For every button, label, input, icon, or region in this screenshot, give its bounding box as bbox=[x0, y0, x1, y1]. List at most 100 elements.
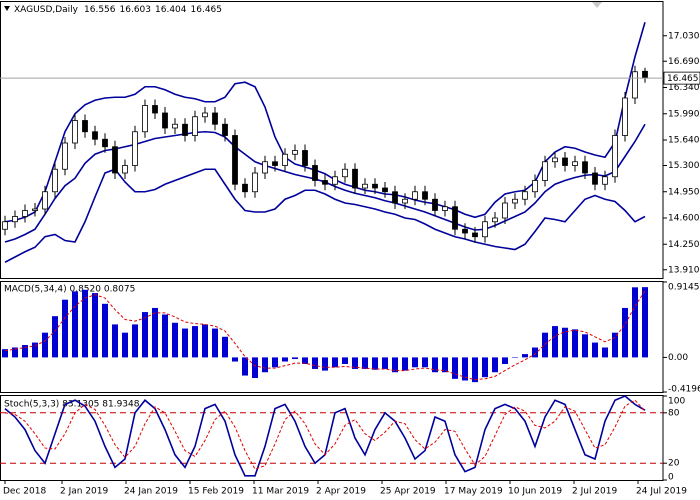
candle-body bbox=[22, 210, 28, 217]
x-tick-label: 10 Jun 2019 bbox=[508, 487, 562, 497]
candle-body bbox=[142, 105, 148, 133]
candle-body bbox=[412, 191, 418, 200]
x-tick-label: 2 Jul 2019 bbox=[572, 487, 617, 497]
macd-bar bbox=[392, 357, 398, 373]
candle-body bbox=[162, 112, 168, 129]
symbol-title: XAGUSD,Daily bbox=[14, 5, 79, 15]
macd-bar bbox=[512, 357, 518, 358]
macd-bar bbox=[182, 328, 188, 358]
macd-bar bbox=[142, 312, 148, 358]
macd-bar bbox=[62, 299, 68, 358]
macd-bar bbox=[22, 345, 28, 358]
x-tick-label: 25 Apr 2019 bbox=[380, 487, 436, 497]
candle-body bbox=[612, 135, 618, 178]
candle-body bbox=[422, 191, 428, 200]
candle-body bbox=[192, 116, 198, 136]
macd-bar bbox=[92, 293, 98, 358]
macd-bar bbox=[642, 287, 648, 358]
y-tick-label: 100 bbox=[668, 397, 685, 407]
candle-body bbox=[232, 135, 238, 185]
macd-bar bbox=[492, 357, 498, 373]
macd-bar bbox=[152, 307, 158, 358]
y-tick-label: 16.340 bbox=[668, 83, 700, 93]
macd-bar bbox=[422, 357, 428, 368]
macd-signal-line bbox=[4, 290, 646, 381]
price-header: XAGUSD,Daily 16.556 16.603 16.404 16.465 bbox=[14, 5, 222, 15]
macd-bar bbox=[252, 357, 258, 379]
macd-bar bbox=[102, 303, 108, 358]
y-tick-label: 0.9145 bbox=[668, 283, 700, 293]
macd-bar bbox=[162, 314, 168, 358]
macd-bar bbox=[42, 332, 48, 358]
candle-body bbox=[222, 123, 228, 136]
candle-body bbox=[482, 221, 488, 238]
macd-bar bbox=[262, 357, 268, 373]
macd-bar bbox=[342, 357, 348, 364]
candle-body bbox=[642, 70, 648, 79]
macd-bar bbox=[402, 357, 408, 371]
macd-bar bbox=[562, 327, 568, 358]
macd-bar bbox=[542, 332, 548, 358]
macd-bar bbox=[522, 354, 528, 358]
stoch-line bbox=[4, 399, 646, 470]
x-tick-label: 2 Apr 2019 bbox=[316, 487, 366, 497]
x-tick-label: 11 Mar 2019 bbox=[252, 487, 309, 497]
macd-bar bbox=[502, 357, 508, 364]
y-tick-label: 14.250 bbox=[668, 240, 700, 250]
macd-bar bbox=[322, 357, 328, 371]
candle-body bbox=[82, 120, 88, 133]
macd-bar bbox=[222, 336, 228, 358]
stoch-title: Stoch(5,3,3) 83.1305 81.9348 bbox=[4, 400, 140, 410]
candle-body bbox=[452, 206, 458, 230]
candle-body bbox=[72, 120, 78, 144]
x-tick-label: 15 Feb 2019 bbox=[188, 487, 244, 497]
candle-body bbox=[562, 157, 568, 166]
candle-body bbox=[292, 150, 298, 155]
header-low: 16.404 bbox=[155, 5, 187, 15]
macd-bar bbox=[302, 357, 308, 364]
candle-body bbox=[432, 198, 438, 211]
macd-bar bbox=[82, 289, 88, 358]
candle-body bbox=[112, 146, 118, 174]
macd-bar bbox=[2, 349, 8, 358]
candle-body bbox=[152, 105, 158, 114]
macd-title: MACD(5,34,4) 0.8520 0.8075 bbox=[4, 285, 135, 295]
macd-bar bbox=[552, 326, 558, 358]
candle-body bbox=[272, 161, 278, 166]
candle-body bbox=[182, 123, 188, 136]
macd-bar bbox=[452, 357, 458, 379]
macd-bar bbox=[112, 324, 118, 358]
header-close: 16.465 bbox=[191, 5, 223, 15]
macd-bar bbox=[232, 357, 238, 362]
candle-body bbox=[372, 183, 378, 189]
macd-bar bbox=[572, 329, 578, 358]
candle-body bbox=[632, 71, 638, 99]
header-open: 16.556 bbox=[84, 5, 116, 15]
y-tick-label: 80 bbox=[668, 408, 680, 418]
candle-body bbox=[2, 221, 8, 230]
candle-body bbox=[572, 161, 578, 166]
macd-bar bbox=[352, 357, 358, 369]
macd-bar bbox=[282, 357, 288, 362]
candle-body bbox=[602, 176, 608, 185]
candle-body bbox=[492, 217, 498, 223]
header-high: 16.603 bbox=[120, 5, 152, 15]
candle-body bbox=[332, 176, 338, 185]
macd-bar bbox=[432, 357, 438, 373]
x-tick-label: 24 Jan 2019 bbox=[124, 487, 178, 497]
y-tick-label: 20 bbox=[668, 459, 680, 469]
candle-body bbox=[302, 150, 308, 166]
stoch-panel-frame bbox=[0, 395, 664, 481]
symbol-icon bbox=[4, 6, 10, 11]
macd-bar bbox=[362, 357, 368, 369]
y-tick-label: 17.030 bbox=[668, 31, 700, 41]
macd-bar bbox=[332, 357, 338, 368]
candle-body bbox=[92, 131, 98, 140]
candle-body bbox=[542, 161, 548, 181]
y-tick-label: 0 bbox=[668, 473, 674, 483]
macd-bar bbox=[52, 316, 58, 358]
macd-bar bbox=[312, 357, 318, 369]
macd-bar bbox=[172, 322, 178, 358]
candle-body bbox=[592, 172, 598, 185]
